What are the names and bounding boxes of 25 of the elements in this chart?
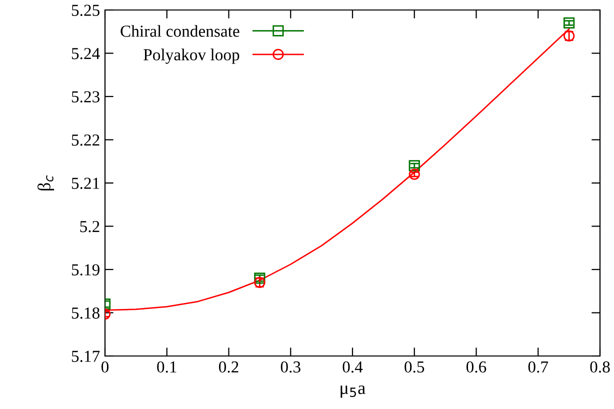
y-tick-label: 5.22 <box>72 134 100 146</box>
y-tick-label: 5.21 <box>72 178 100 190</box>
y-tick-label: 5.17 <box>72 350 100 362</box>
y-tick-label: 5.19 <box>72 264 100 276</box>
y-tick-label: 5.24 <box>72 48 100 60</box>
x-tick-label: 0.4 <box>342 361 363 373</box>
x-tick-label: 0.2 <box>218 361 238 373</box>
y-axis-title: β$_{c}$ <box>38 175 54 190</box>
y-tick-label: 5.18 <box>72 307 100 319</box>
point <box>408 168 420 180</box>
legend-label: Chiral condensate <box>120 25 240 37</box>
x-tick-label: 0.3 <box>280 361 300 373</box>
y-tick-label: 5.2 <box>80 220 100 232</box>
x-tick-label: 0.5 <box>404 361 424 373</box>
x-tick-label: 0.6 <box>466 361 486 373</box>
point <box>564 17 575 29</box>
x-tick-label: 0.8 <box>590 361 610 373</box>
x-tick-label: 0.1 <box>157 361 176 373</box>
x-axis-title: μ$_{5}$a <box>340 385 366 398</box>
point <box>408 160 420 172</box>
y-tick-label: 5.23 <box>72 91 100 103</box>
x-tick-label: 0.7 <box>528 361 548 373</box>
x-tick-label: 0 <box>101 361 109 373</box>
y-tick-label: 5.25 <box>72 4 100 16</box>
legend-label: Polyakov loop <box>144 48 240 64</box>
